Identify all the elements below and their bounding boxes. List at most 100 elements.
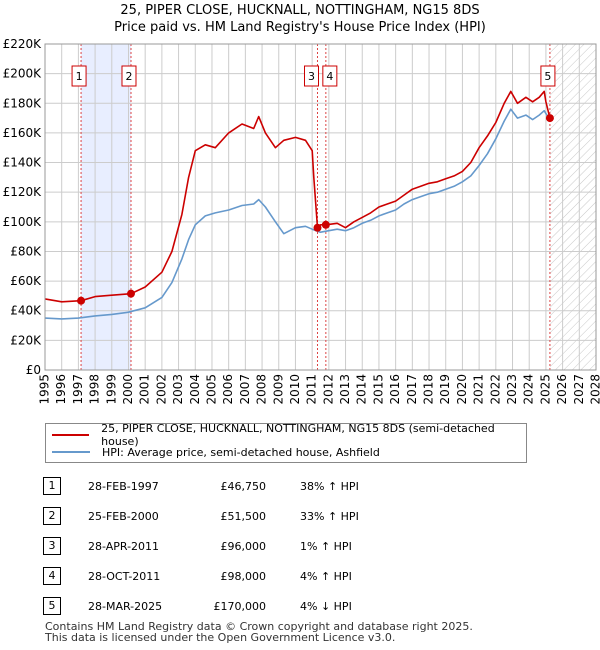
x-tick-label: 2022 (488, 374, 502, 405)
legend-item-property: 25, PIPER CLOSE, HUCKNALL, NOTTINGHAM, N… (52, 422, 526, 448)
transaction-price: £98,000 (220, 570, 267, 583)
sale-marker-box (322, 65, 338, 87)
sale-marker-box (71, 65, 87, 87)
transaction-price: £51,500 (220, 510, 267, 523)
x-tick-label: 2014 (355, 374, 369, 405)
property-price-line (44, 90, 551, 303)
x-tick-label: 1999 (104, 374, 118, 405)
x-tick-label: 1996 (54, 374, 68, 405)
transaction-row: 3 28-APR-2011 £96,000 1% ↑ HPI (0, 537, 600, 557)
transaction-hpi-change: 33% ↑ HPI (300, 510, 359, 523)
legend-swatch-hpi (52, 451, 90, 453)
transaction-date: 28-OCT-2011 (88, 570, 161, 583)
x-tick-label: 2024 (522, 374, 536, 405)
transaction-hpi-change: 4% ↑ HPI (300, 570, 352, 583)
y-tick-label: £20K (10, 333, 42, 347)
footer-line-1: Contains HM Land Registry data © Crown c… (45, 620, 473, 633)
x-tick-label: 2015 (371, 374, 385, 405)
x-tick-label: 2020 (455, 374, 469, 405)
transaction-price: £46,750 (220, 480, 267, 493)
shaded-period (81, 44, 131, 370)
sale-marker-box (303, 65, 319, 87)
transaction-number: 5 (43, 597, 61, 615)
x-tick-label: 2010 (288, 374, 302, 405)
future-hatch (549, 44, 596, 370)
legend-label-property: 25, PIPER CLOSE, HUCKNALL, NOTTINGHAM, N… (101, 422, 495, 448)
sale-marker-box (540, 65, 556, 87)
y-tick-label: £140K (3, 156, 43, 170)
transaction-date: 28-MAR-2025 (88, 600, 163, 613)
y-tick-label: £0 (26, 363, 41, 377)
sale-point (313, 223, 322, 232)
sale-marker-label: 5 (544, 70, 551, 83)
transaction-number: 2 (43, 507, 61, 525)
x-tick-label: 2011 (305, 374, 319, 405)
y-tick-label: £200K (3, 67, 43, 81)
sale-marker-box (121, 65, 137, 87)
x-tick-label: 2008 (255, 374, 269, 405)
transaction-number: 3 (43, 537, 61, 555)
x-tick-label: 2012 (321, 374, 335, 405)
x-tick-label: 2028 (589, 374, 600, 405)
transaction-date: 28-FEB-1997 (88, 480, 159, 493)
footer: Contains HM Land Registry data © Crown c… (45, 621, 473, 643)
transaction-price: £96,000 (220, 540, 267, 553)
y-tick-label: £160K (3, 126, 43, 140)
transaction-row: 1 28-FEB-1997 £46,750 38% ↑ HPI (0, 477, 600, 497)
legend-item-hpi: HPI: Average price, semi-detached house,… (52, 444, 380, 460)
transaction-row: 2 25-FEB-2000 £51,500 33% ↑ HPI (0, 507, 600, 527)
x-tick-label: 2013 (338, 374, 352, 405)
x-tick-label: 2018 (422, 374, 436, 405)
y-tick-label: £100K (3, 215, 43, 229)
transaction-hpi-change: 38% ↑ HPI (300, 480, 359, 493)
legend: 25, PIPER CLOSE, HUCKNALL, NOTTINGHAM, N… (45, 422, 527, 463)
transaction-number: 4 (43, 567, 61, 585)
legend-swatch-property (52, 434, 90, 436)
sale-point (321, 220, 330, 229)
x-tick-label: 2027 (572, 374, 586, 405)
transaction-date: 28-APR-2011 (88, 540, 160, 553)
transaction-hpi-change: 4% ↓ HPI (300, 600, 352, 613)
x-tick-label: 2003 (171, 374, 185, 405)
x-tick-label: 2006 (221, 374, 235, 405)
sale-marker-label: 2 (125, 70, 132, 83)
x-tick-label: 2016 (388, 374, 402, 405)
sale-marker-label: 3 (308, 70, 315, 83)
x-tick-label: 2023 (505, 374, 519, 405)
footer-line-2: This data is licensed under the Open Gov… (45, 631, 396, 644)
plot-border (44, 43, 597, 371)
plot-area (45, 44, 596, 370)
sale-point (126, 289, 135, 298)
sale-point (77, 296, 86, 305)
x-tick-label: 2000 (121, 374, 135, 405)
hpi-line (44, 108, 552, 320)
x-tick-label: 2005 (204, 374, 218, 405)
x-tick-label: 2004 (188, 374, 202, 405)
x-tick-label: 2025 (538, 374, 552, 405)
y-tick-label: £60K (10, 274, 42, 288)
x-tick-label: 2002 (154, 374, 168, 405)
x-tick-label: 1997 (71, 374, 85, 405)
y-tick-label: £120K (3, 185, 43, 199)
transaction-number: 1 (43, 477, 61, 495)
chart-title: 25, PIPER CLOSE, HUCKNALL, NOTTINGHAM, N… (120, 3, 480, 18)
x-tick-label: 2019 (438, 374, 452, 405)
x-tick-label: 2001 (138, 374, 152, 405)
x-tick-label: 2026 (555, 374, 569, 405)
legend-label-hpi: HPI: Average price, semi-detached house,… (102, 445, 380, 459)
transaction-hpi-change: 1% ↑ HPI (300, 540, 352, 553)
x-tick-label: 2009 (271, 374, 285, 405)
transaction-date: 25-FEB-2000 (88, 510, 159, 523)
sale-point (545, 114, 554, 123)
x-tick-label: 2007 (238, 374, 252, 405)
transaction-price: £170,000 (213, 600, 267, 613)
x-tick-label: 2017 (405, 374, 419, 405)
y-tick-label: £80K (10, 244, 42, 258)
y-tick-label: £40K (10, 304, 42, 318)
y-tick-label: £220K (3, 37, 43, 51)
x-tick-label: 2021 (472, 374, 486, 405)
transaction-row: 5 28-MAR-2025 £170,000 4% ↓ HPI (0, 597, 600, 617)
x-tick-label: 1995 (38, 374, 52, 405)
chart-subtitle: Price paid vs. HM Land Registry's House … (114, 20, 486, 35)
